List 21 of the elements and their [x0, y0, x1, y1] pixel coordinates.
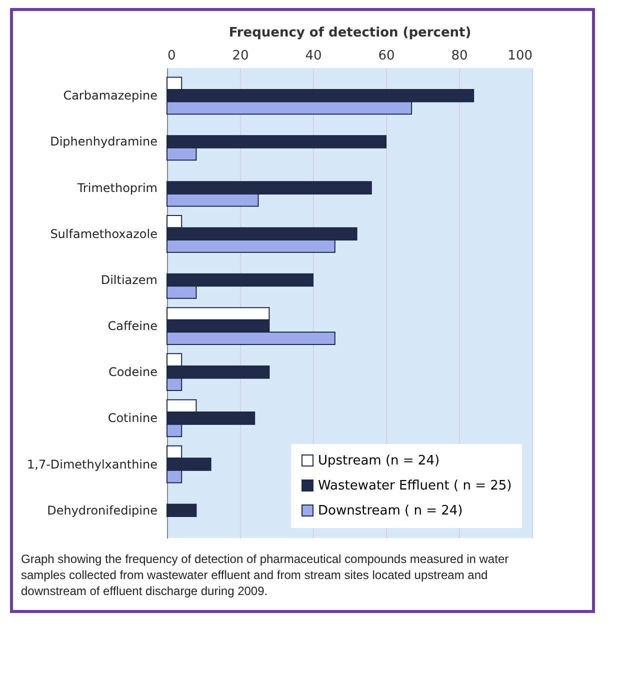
y-tick-label: Trimethoprim	[76, 180, 158, 195]
y-tick-label: 1,7-Dimethylxanthine	[27, 457, 158, 472]
legend-label: Wastewater Effluent ( n = 25)	[318, 478, 512, 494]
y-tick-label: Diphenhydramine	[50, 134, 158, 149]
y-tick-label: Sulfamethoxazole	[50, 226, 158, 241]
legend-label: Downstream ( n = 24)	[318, 504, 463, 518]
y-tick-label: Codeine	[108, 365, 158, 380]
y-tick-label: Carbamazepine	[63, 88, 158, 103]
text: Graph showing the frequency of detection of pharmaceutical compounds measured in water samples collected from wastewater effluent and from stream sites located upstream and downstream of effluent discharge during 2009.	[21, 551, 510, 600]
x-tick-label: 40	[305, 48, 322, 64]
x-tick-label: 20	[232, 48, 249, 64]
y-tick-label: Caffeine	[108, 319, 158, 334]
x-tick-label: 80	[451, 48, 468, 64]
x-tick-label: 100	[508, 48, 532, 64]
x-tick-label: 60	[378, 48, 395, 64]
x-axis-title: Frequency of detection (percent)	[228, 26, 472, 40]
legend-label: Upstream (n = 24)	[318, 454, 440, 468]
y-tick-label: Dehydronifedipine	[47, 503, 158, 518]
x-tick-label: 0	[168, 48, 176, 64]
y-tick-label: Diltiazem	[100, 272, 158, 287]
y-tick-label: Cotinine	[108, 411, 158, 426]
